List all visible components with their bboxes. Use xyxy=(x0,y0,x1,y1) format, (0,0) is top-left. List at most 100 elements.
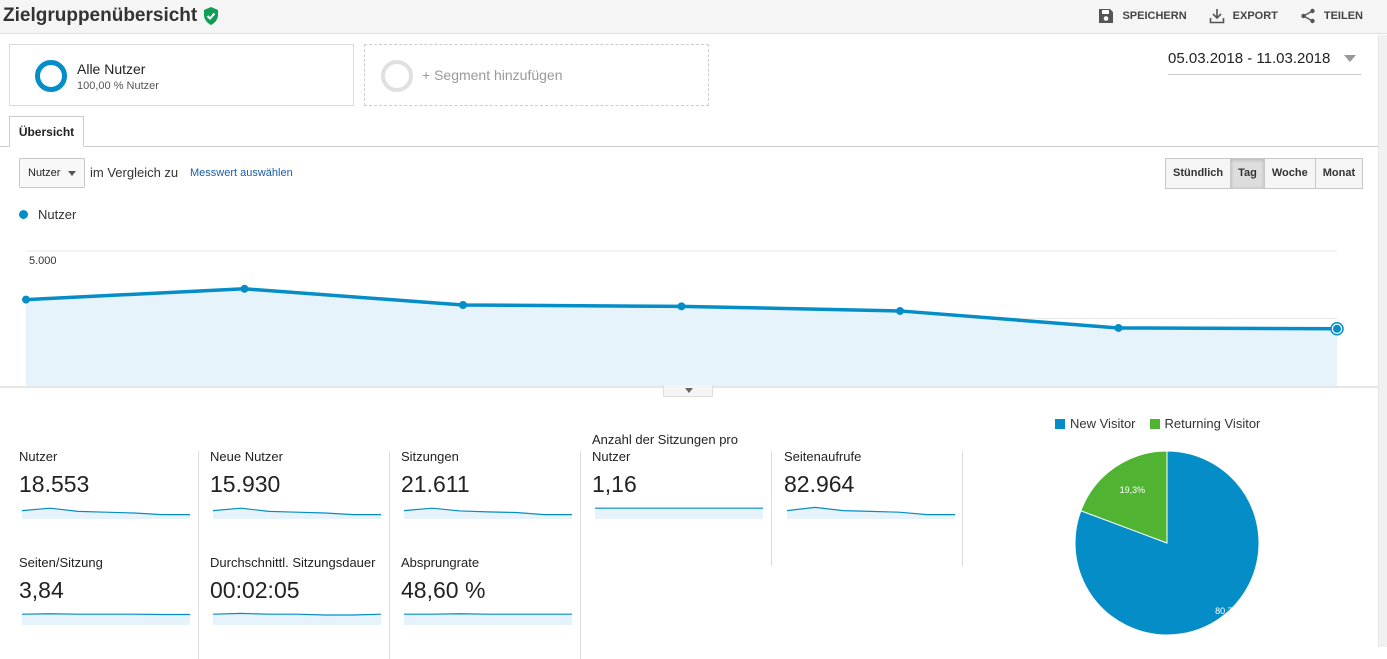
granularity-toggle: Stündlich Tag Woche Monat xyxy=(1166,158,1363,189)
report-body: Alle Nutzer 100,00 % Nutzer + Segment hi… xyxy=(0,35,1378,647)
metric-card[interactable]: Sitzungen 21.611 xyxy=(401,437,581,527)
series-dot-icon xyxy=(19,210,28,219)
vertical-scrollbar[interactable] xyxy=(1378,35,1387,647)
granularity-month-button[interactable]: Monat xyxy=(1315,158,1363,189)
add-segment-button[interactable]: + Segment hinzufügen xyxy=(364,44,709,106)
pie-slice-label: 19,3% xyxy=(1120,485,1146,495)
metric-label: Nutzer xyxy=(19,448,199,465)
metric-value: 18.553 xyxy=(19,471,89,498)
save-icon xyxy=(1098,8,1114,24)
legend-series-name: Nutzer xyxy=(38,207,76,222)
segment-ring-icon xyxy=(35,60,67,92)
metric-label: Neue Nutzer xyxy=(210,448,390,465)
caret-down-icon xyxy=(68,171,76,176)
data-point xyxy=(1115,324,1123,332)
metric-sparkline xyxy=(21,605,191,625)
metric-label: Anzahl der Sitzungen pro Nutzer xyxy=(592,431,772,465)
date-range-picker[interactable]: 05.03.2018 - 11.03.2018 xyxy=(1168,50,1361,75)
download-icon xyxy=(1209,8,1225,24)
granularity-week-button[interactable]: Woche xyxy=(1264,158,1316,189)
metric-card[interactable]: Durchschnittl. Sitzungsdauer 00:02:05 xyxy=(210,543,390,633)
page-title-text: Zielgruppenübersicht xyxy=(3,5,197,27)
pie-legend-new[interactable]: New Visitor xyxy=(1055,416,1136,431)
page-title: Zielgruppenübersicht xyxy=(3,5,219,27)
segment-all-users[interactable]: Alle Nutzer 100,00 % Nutzer xyxy=(9,44,354,106)
sparkline-area xyxy=(404,614,572,625)
y-tick-label: 5.000 xyxy=(29,255,57,267)
data-point xyxy=(678,302,686,310)
metric-value: 82.964 xyxy=(784,471,854,498)
verified-shield-icon xyxy=(203,7,219,25)
metric-value: 00:02:05 xyxy=(210,577,300,604)
metric-sparkline xyxy=(403,605,573,625)
metric-sparkline xyxy=(212,499,382,519)
sparkline-area xyxy=(595,508,763,519)
save-button[interactable]: SPEICHERN xyxy=(1098,8,1186,24)
data-point xyxy=(22,296,30,304)
line-chart-legend: Nutzer xyxy=(19,207,76,222)
header-actions: SPEICHERN EXPORT TEILEN xyxy=(1098,8,1363,24)
date-range-text: 05.03.2018 - 11.03.2018 xyxy=(1168,50,1330,67)
metric-value: 1,16 xyxy=(592,471,637,498)
metric-value: 21.611 xyxy=(401,471,470,498)
metric-sparkline xyxy=(594,499,764,519)
tab-bar-line xyxy=(0,146,1378,147)
empty-segment-ring-icon xyxy=(381,60,413,92)
metric-sparkline xyxy=(212,605,382,625)
sparkline-area xyxy=(787,507,955,519)
segment-share: 100,00 % Nutzer xyxy=(77,80,159,92)
pie-legend: New Visitor Returning Visitor xyxy=(1055,416,1260,431)
compare-text: im Vergleich zu xyxy=(90,165,178,180)
export-button[interactable]: EXPORT xyxy=(1209,8,1278,24)
visitor-type-pie-chart: 80,7% 19,3% xyxy=(1073,449,1263,639)
metric-value: 3,84 xyxy=(19,577,64,604)
data-point xyxy=(459,301,467,309)
sparkline-area xyxy=(404,508,572,519)
metric-card[interactable]: Seitenaufrufe 82.964 xyxy=(784,437,964,527)
tab-overview[interactable]: Übersicht xyxy=(9,116,84,147)
metric-sparkline xyxy=(786,499,956,519)
metric-card[interactable]: Absprungrate 48,60 % xyxy=(401,543,581,633)
metric-card[interactable]: Nutzer 18.553 xyxy=(19,437,199,527)
compare-metric-link[interactable]: Messwert auswählen xyxy=(190,167,293,179)
pie-slice-label: 80,7% xyxy=(1215,606,1241,616)
export-label: EXPORT xyxy=(1233,10,1278,22)
metric-card[interactable]: Seiten/Sitzung 3,84 xyxy=(19,543,199,633)
segment-name: Alle Nutzer xyxy=(77,61,145,77)
legend-swatch xyxy=(1150,419,1160,429)
legend-label-returning: Returning Visitor xyxy=(1165,416,1261,431)
share-label: TEILEN xyxy=(1324,10,1363,22)
metric-label: Sitzungen xyxy=(401,448,581,465)
pie-legend-returning[interactable]: Returning Visitor xyxy=(1150,416,1261,431)
sparkline-area xyxy=(22,614,190,625)
metric-label: Durchschnittl. Sitzungsdauer xyxy=(210,554,390,571)
metric-label: Seiten/Sitzung xyxy=(19,554,199,571)
metric-card[interactable]: Neue Nutzer 15.930 xyxy=(210,437,390,527)
granularity-hourly-button[interactable]: Stündlich xyxy=(1165,158,1231,189)
sparkline-area xyxy=(22,508,190,519)
share-icon xyxy=(1300,8,1316,24)
share-button[interactable]: TEILEN xyxy=(1300,8,1363,24)
metric-sparkline xyxy=(403,499,573,519)
metric-label: Seitenaufrufe xyxy=(784,448,964,465)
metric-sparkline xyxy=(21,499,191,519)
granularity-day-button[interactable]: Tag xyxy=(1230,158,1265,189)
page-header: Zielgruppenübersicht SPEICHERN EXPORT TE… xyxy=(0,0,1387,34)
metric-select-value: Nutzer xyxy=(28,159,60,187)
sparkline-area xyxy=(213,508,381,519)
add-segment-label: + Segment hinzufügen xyxy=(422,67,563,83)
data-point xyxy=(896,307,904,315)
metric-value: 48,60 % xyxy=(401,577,485,604)
legend-label-new: New Visitor xyxy=(1070,416,1136,431)
metric-value: 15.930 xyxy=(210,471,280,498)
caret-down-icon xyxy=(1344,55,1356,62)
metric-label: Absprungrate xyxy=(401,554,581,571)
data-point xyxy=(1333,325,1341,333)
data-point xyxy=(241,285,249,293)
save-label: SPEICHERN xyxy=(1122,10,1186,22)
users-line-chart: 5.0002.500…6. März7. März8. März9. März1… xyxy=(0,225,1378,390)
collapse-chart-toggle[interactable] xyxy=(663,385,713,397)
legend-swatch xyxy=(1055,419,1065,429)
metric-select[interactable]: Nutzer xyxy=(19,158,85,188)
